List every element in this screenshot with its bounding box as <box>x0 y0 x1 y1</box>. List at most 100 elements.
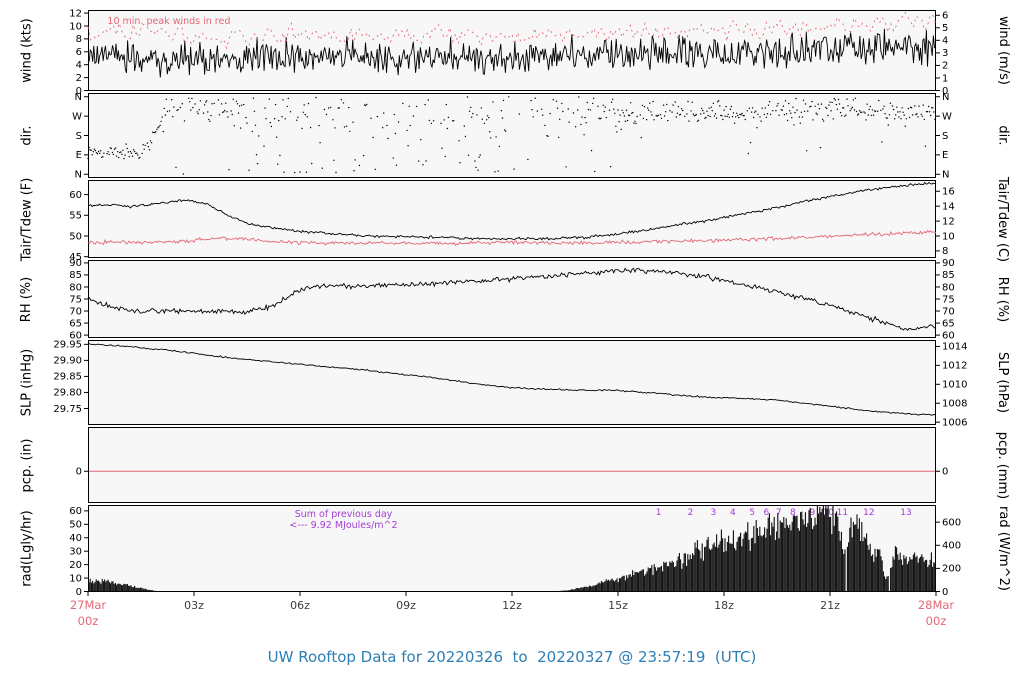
right-tick-label: 10 <box>942 231 955 242</box>
chart-title: UW Rooftop Data for 20220326 to 20220327… <box>267 648 757 666</box>
right-tick-label: N <box>942 170 949 181</box>
annotation: 8 <box>790 508 796 518</box>
left-tick-label: 80 <box>69 282 82 293</box>
annotation: Sum of previous day <box>295 509 393 520</box>
x-tick-label: 09z <box>396 599 416 612</box>
right-tick-label: 70 <box>942 306 955 317</box>
left-tick-label: 20 <box>69 560 82 571</box>
left-tick-label: 4 <box>76 60 82 71</box>
left-tick-label: 29.95 <box>53 340 82 351</box>
dew-point-f <box>87 229 937 247</box>
wind-speed-frame <box>88 10 936 91</box>
right-tick-label: 60 <box>942 330 955 341</box>
right-tick-label: 90 <box>942 258 955 269</box>
panel-radiation: 0 10 20 30 40 50 60 0 200 400 600 Sum of previous d… <box>0 505 1024 598</box>
left-tick-label: 0 <box>76 587 82 598</box>
left-tick-label: 75 <box>69 294 82 305</box>
right-tick-label: 1014 <box>942 342 967 353</box>
precipitation-frame <box>88 427 936 503</box>
right-tick-label: 4 <box>942 36 948 47</box>
date-label: 27Mar <box>70 598 107 612</box>
left-tick-label: 60 <box>69 506 82 517</box>
right-tick-label: 1 <box>942 73 948 84</box>
left-tick-label: 12 <box>69 8 82 19</box>
panel-relative-humidity: 60 65 70 75 80 85 90 60 65 70 75 80 85 90 RH (%) RH (… <box>0 258 1024 341</box>
x-axis-labels: 03z 06z 09z 12z 15z 18z 21z 27Mar 00z 28Mar 00z <box>70 592 955 628</box>
annotation: 4 <box>730 508 736 518</box>
left-tick-label: N <box>75 170 82 181</box>
right-tick-label: 0 <box>942 467 948 478</box>
x-tick-label: 06z <box>290 599 310 612</box>
annotation: 7 <box>776 508 782 518</box>
right-tick-label: 75 <box>942 294 955 305</box>
right-tick-label: 0 <box>942 86 948 97</box>
annotation: 10 min. peak winds in red <box>107 16 230 27</box>
slp-inhg <box>87 342 937 416</box>
annotation: 1 <box>656 508 662 518</box>
temperature-plot: 45 50 55 60 8 10 12 14 16 <box>69 180 955 263</box>
right-tick-label: 0 <box>942 587 948 598</box>
annotation: <--- 9.92 MJoules/m^2 <box>289 520 397 531</box>
x-tick-label: 21z <box>820 599 840 612</box>
sea-level-pressure-plot: 29.75 29.80 29.85 29.90 29.95 1006 1008 1010 101… <box>53 340 967 429</box>
right-tick-label: 1012 <box>942 361 967 372</box>
right-tick-label: 200 <box>942 564 961 575</box>
temperature-frame <box>88 180 936 258</box>
left-tick-label: 40 <box>69 533 82 544</box>
right-tick-label: 5 <box>942 23 948 34</box>
left-tick-label: 6 <box>76 47 82 58</box>
left-tick-label: 70 <box>69 306 82 317</box>
sea-level-pressure-frame <box>88 340 936 425</box>
annotation: 9 <box>809 508 815 518</box>
right-tick-label: 3 <box>942 48 948 59</box>
left-tick-label: E <box>76 150 82 161</box>
annotation: 12 <box>863 508 874 518</box>
x-axis: 03z 06z 09z 12z 15z 18z 21z 27Mar 00z 28Mar 00z <box>0 592 1024 644</box>
wind-speed-kts <box>87 28 936 78</box>
left-tick-label: N <box>75 92 82 103</box>
relative-humidity-pct <box>87 267 937 331</box>
panel-wind-speed: 0 2 4 6 8 10 12 0 1 2 3 4 5 6 10 min. peak winds in re… <box>0 8 1024 96</box>
right-tick-label: 600 <box>942 517 961 528</box>
date-label: 00z <box>78 614 99 628</box>
left-tick-label: 65 <box>69 318 82 329</box>
date-label: 28Mar <box>918 598 955 612</box>
left-tick-label: 0 <box>76 467 82 478</box>
right-tick-label: 80 <box>942 282 955 293</box>
left-tick-label: 29.90 <box>53 356 82 367</box>
panel-temperature: 45 50 55 60 8 10 12 14 16 Tair/Tdew (F) Tair/Tde… <box>0 176 1024 263</box>
left-tick-label: 10 <box>69 573 82 584</box>
right-tick-label: 6 <box>942 11 948 22</box>
left-tick-label: 50 <box>69 520 82 531</box>
x-tick-label: 03z <box>184 599 204 612</box>
left-tick-label: 30 <box>69 546 82 557</box>
left-tick-label: 29.85 <box>53 372 82 383</box>
wind-dir-deg <box>87 96 936 175</box>
right-tick-label: 400 <box>942 541 961 552</box>
annotation: 6 <box>764 508 770 518</box>
peak-wind-kts <box>87 11 937 50</box>
left-tick-label: 45 <box>69 252 82 263</box>
left-tick-label: 55 <box>69 211 82 222</box>
left-tick-label: 60 <box>69 330 82 341</box>
right-tick-label: 65 <box>942 318 955 329</box>
right-tick-label: 85 <box>942 270 955 281</box>
right-tick-label: 14 <box>942 201 955 212</box>
left-tick-label: W <box>72 111 82 122</box>
left-tick-label: 29.80 <box>53 388 82 399</box>
x-tick-label: 12z <box>502 599 522 612</box>
solar-radiation <box>88 505 936 592</box>
left-tick-label: S <box>76 131 82 142</box>
right-tick-label: E <box>942 150 948 161</box>
right-tick-label: 1010 <box>942 380 967 391</box>
left-tick-label: 50 <box>69 231 82 242</box>
air-temperature-f <box>87 181 937 241</box>
annotation: 13 <box>900 508 911 518</box>
left-tick-label: 60 <box>69 190 82 201</box>
left-tick-label: 2 <box>76 73 82 84</box>
